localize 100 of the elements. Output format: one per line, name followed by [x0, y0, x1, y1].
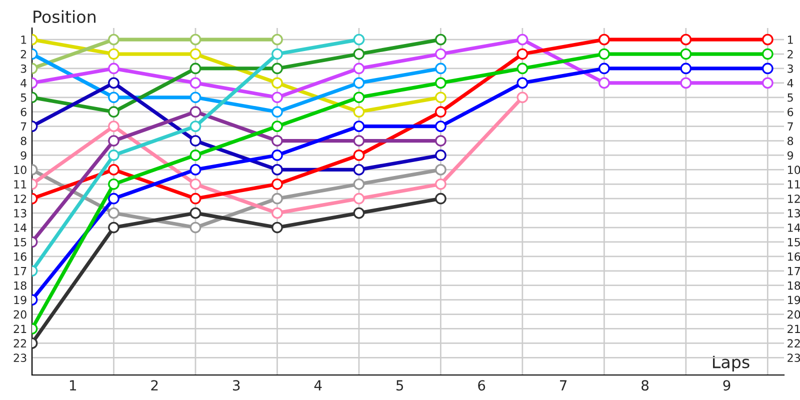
point: [190, 120, 202, 132]
point: [516, 62, 528, 74]
point: [272, 106, 283, 118]
y2-tick-label: 20: [788, 310, 800, 319]
point: [353, 135, 365, 146]
y2-tick-label: 15: [788, 238, 800, 246]
point: [272, 62, 283, 74]
y-tick-label: 1: [21, 36, 26, 44]
y2-tick-label: 22: [788, 339, 800, 348]
point: [353, 164, 365, 176]
point: [108, 106, 120, 118]
point: [190, 222, 202, 234]
y-tick-label: 4: [20, 79, 27, 88]
x-axis-title: Laps: [713, 356, 750, 372]
y-tick-label: 9: [20, 151, 26, 160]
point: [272, 192, 283, 204]
point: [190, 106, 202, 118]
point: [353, 77, 365, 89]
point: [598, 34, 610, 46]
point: [353, 207, 365, 219]
y2-tick-label: 21: [788, 324, 800, 333]
point: [190, 77, 202, 89]
point: [272, 135, 283, 146]
y-tick-label: 11: [14, 180, 26, 188]
point: [516, 92, 528, 104]
y2-tick-label: 12: [788, 194, 800, 203]
point: [108, 150, 120, 161]
point: [272, 48, 283, 60]
point: [435, 135, 446, 146]
point: [108, 135, 120, 146]
x-tick-label: 9: [723, 380, 730, 391]
point: [353, 192, 365, 204]
y-axis-title: Position: [34, 10, 96, 24]
x-tick-label: 2: [151, 380, 158, 390]
point: [190, 178, 202, 190]
y2-tick-label: 23: [788, 354, 800, 362]
y-tick-label: 8: [20, 136, 26, 146]
y2-tick-label: 16: [788, 252, 800, 261]
y-tick-label: 6: [20, 108, 26, 116]
point: [108, 34, 120, 46]
y2-tick-label: 4: [787, 79, 794, 88]
y-tick-label: 16: [14, 252, 26, 261]
point: [108, 48, 120, 60]
y2-tick-label: 1: [788, 36, 793, 44]
y2-tick-label: 18: [788, 281, 800, 290]
point: [190, 62, 202, 74]
y-tick-label: 18: [14, 281, 26, 290]
point: [272, 222, 283, 234]
y-tick-label: 12: [14, 194, 26, 203]
point: [516, 77, 528, 89]
y-tick-label: 19: [14, 296, 26, 304]
point: [353, 120, 365, 132]
point: [190, 207, 202, 219]
y-tick-label: 10: [14, 166, 26, 174]
point: [762, 34, 774, 46]
point: [190, 150, 202, 161]
point: [108, 178, 120, 190]
point: [680, 48, 692, 60]
y-tick-label: 14: [14, 224, 27, 232]
point: [353, 106, 365, 118]
x-tick-label: 3: [232, 380, 240, 391]
point: [435, 77, 446, 89]
point: [353, 150, 365, 161]
point: [435, 106, 446, 118]
point: [190, 135, 202, 146]
y2-tick-label: 11: [788, 180, 800, 188]
point: [108, 192, 120, 204]
point: [272, 178, 283, 190]
point: [272, 164, 283, 176]
y2-tick-label: 17: [788, 267, 800, 276]
point: [272, 150, 283, 161]
y-tick-label: 17: [14, 267, 26, 276]
point: [762, 77, 774, 89]
point: [353, 178, 365, 190]
y-tick-label: 2: [20, 50, 26, 58]
point: [598, 48, 610, 60]
point: [516, 48, 528, 60]
y-tick-label: 21: [14, 324, 26, 333]
y2-tick-label: 19: [788, 296, 800, 304]
point: [680, 77, 692, 89]
point: [353, 92, 365, 104]
point: [272, 120, 283, 132]
y2-tick-label: 2: [788, 50, 793, 58]
point: [435, 92, 446, 104]
y-tick-label: 7: [20, 122, 26, 131]
point: [435, 34, 446, 46]
point: [190, 34, 202, 46]
y2-tick-label: 14: [788, 224, 800, 232]
point: [108, 62, 120, 74]
point: [190, 192, 202, 204]
y-tick-label: 23: [14, 354, 26, 362]
point: [108, 207, 120, 219]
point: [435, 150, 446, 161]
point: [435, 62, 446, 74]
point: [435, 164, 446, 176]
point: [435, 120, 446, 132]
y2-tick-label: 8: [788, 136, 794, 146]
point: [108, 222, 120, 234]
x-tick-label: 4: [314, 380, 322, 390]
point: [272, 92, 283, 104]
